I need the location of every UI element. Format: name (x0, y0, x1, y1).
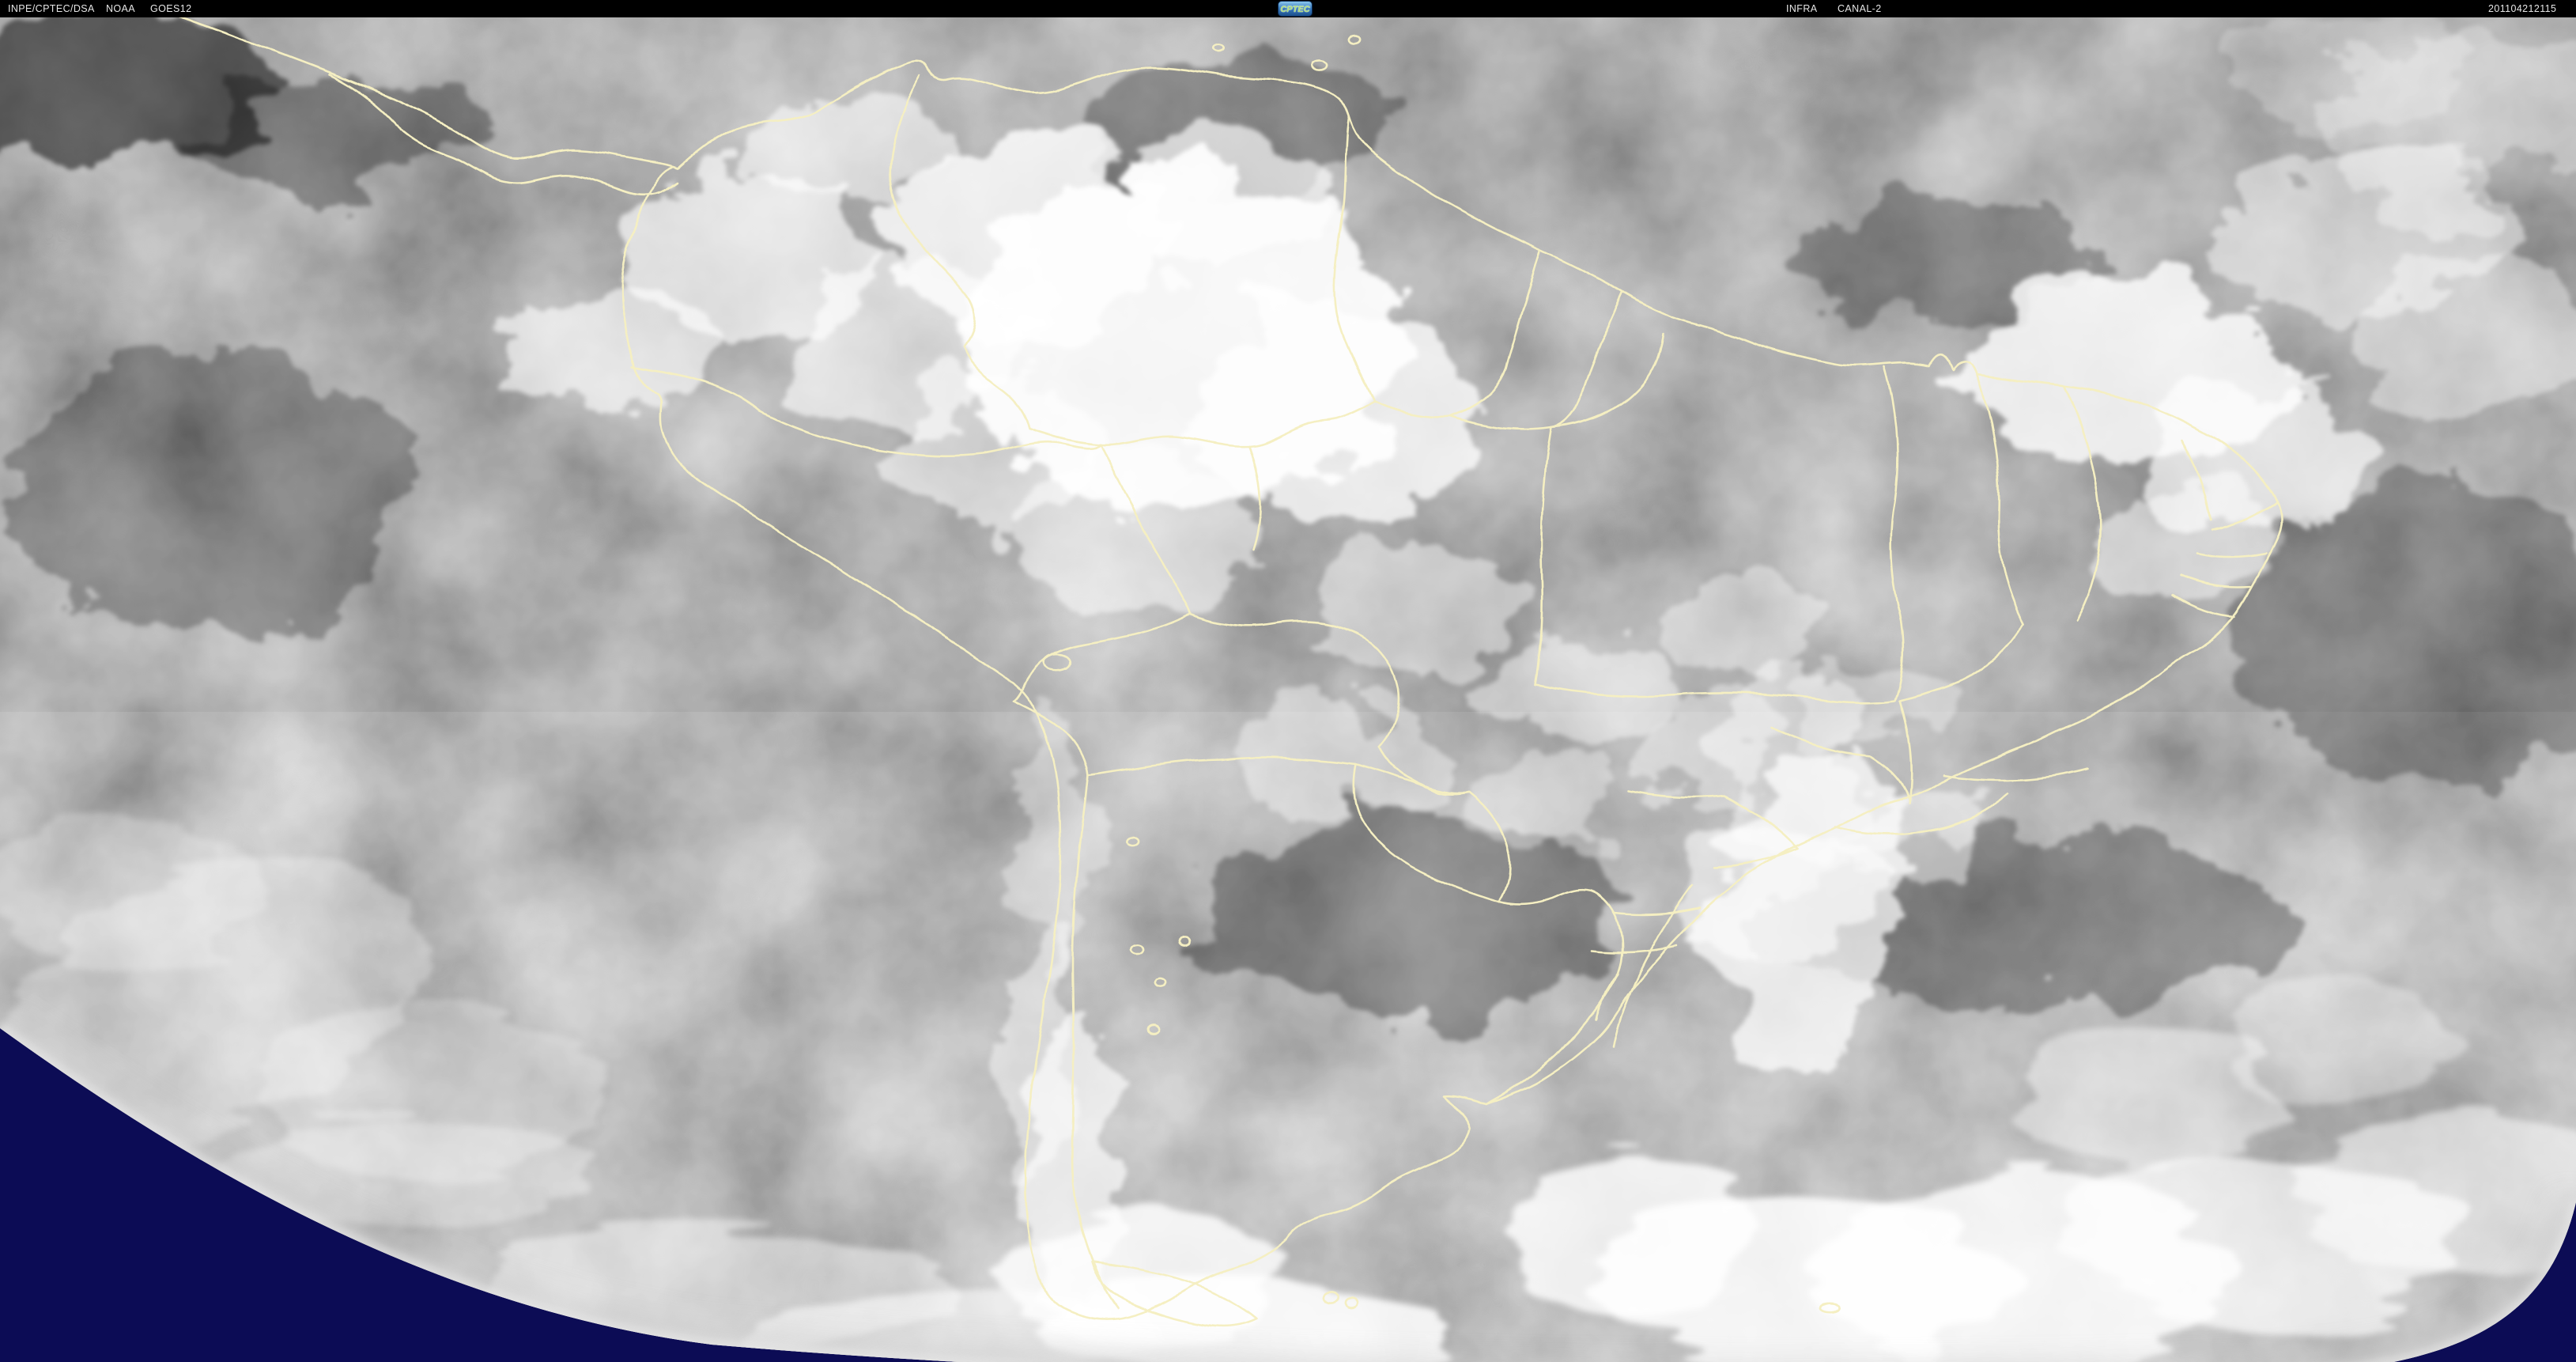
border-bolivia-argentina (1086, 758, 1222, 777)
border-suriname-brazil (1449, 414, 1553, 430)
central-america-caribbean-coast (163, 17, 680, 169)
border-colombia-ecuador (631, 365, 762, 413)
border-frguiana-brazil (1550, 334, 1665, 429)
timestamp-label: 201104212115 (2488, 3, 2557, 14)
state-border-parana-sc (1613, 906, 1702, 916)
border-argentina-brazil-misiones (1498, 888, 1624, 976)
state-borders-northeast-fan (2171, 438, 2279, 619)
border-paraguay-brazil (1467, 791, 1511, 903)
state-border-minas-saopaulo (1833, 793, 2010, 836)
falkland-islands (1320, 1291, 1360, 1309)
south-atlantic-island (1819, 1302, 1841, 1314)
lake-titicaca (1043, 653, 1071, 672)
border-bolivia-paraguay (1219, 755, 1357, 766)
argentina-lakes (1124, 835, 1191, 1035)
border-colombia-peru (759, 410, 1102, 458)
south-america-coastline (620, 59, 2283, 1320)
cloud-layer (0, 17, 2576, 1362)
cptec-logo: CPTEC (1278, 1, 1313, 17)
central-america-pacific-coast (327, 73, 680, 196)
state-border-sp-parana (1713, 846, 1800, 868)
border-guyana-brazil (1373, 400, 1452, 418)
header-bar: INPE/CPTEC/DSA NOAA GOES12 CPTEC INFRA C… (0, 0, 2576, 17)
band-label: INFRA (1786, 3, 1818, 14)
border-paraguay-west (1354, 762, 1471, 796)
border-bolivia-chile (1012, 699, 1090, 777)
border-guyana-suriname (1449, 250, 1542, 418)
border-argentina-chile (1071, 774, 1120, 1310)
border-suriname-frguiana (1550, 291, 1624, 429)
border-peru-brazil (1099, 443, 1192, 615)
border-venezuela-guyana (1333, 115, 1376, 403)
state-border-matogrosso-para (1534, 683, 1896, 705)
border-paraguay-argentina (1352, 762, 1501, 903)
noaa-label: NOAA (106, 3, 136, 14)
state-border-para-maranhao (1883, 365, 1905, 702)
border-venezuela-brazil (1028, 400, 1376, 448)
channel-label: CANAL-2 (1838, 3, 1882, 14)
state-border-matogrosso-goias (1770, 726, 1910, 805)
state-border-roraima-amazonas (1248, 445, 1262, 550)
bright-cloud-blobs (506, 17, 2576, 1329)
country-borders (163, 17, 2283, 1328)
state-border-tocantins-bahia (1898, 622, 2026, 805)
caribbean-islands (1211, 35, 1362, 72)
border-argentina-uruguay-river (1485, 973, 1619, 1106)
state-border-piaui-ceara (2062, 384, 2102, 622)
state-border-ms-mt (1627, 789, 1800, 849)
limb-glow (0, 1014, 2576, 1362)
agency-label: INPE/CPTEC/DSA (8, 3, 95, 14)
cptec-logo-text: CPTEC (1280, 5, 1310, 14)
state-border-maranhao-piaui (1975, 373, 2026, 625)
tierra-del-fuego (1090, 1261, 1259, 1328)
border-colombia-venezuela (889, 74, 1031, 430)
state-border-amazonas-para (1534, 426, 1553, 687)
state-border-bahia-minas (1943, 767, 2089, 781)
state-border-sc-rs (1591, 944, 1678, 954)
border-peru-bolivia (1012, 612, 1192, 702)
dark-ocean-patches (0, 17, 2576, 1028)
satellite-label: GOES12 (150, 3, 192, 14)
border-uruguay-brazil (1594, 973, 1619, 1022)
